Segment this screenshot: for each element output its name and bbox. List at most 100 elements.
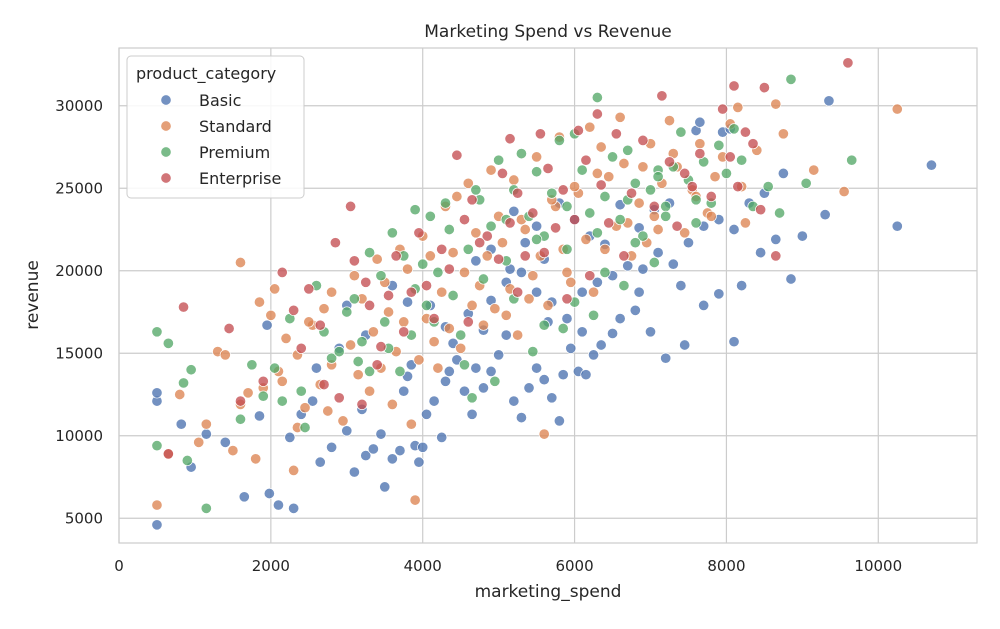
- data-point: [253, 410, 266, 422]
- data-point: [515, 266, 527, 278]
- data-point: [546, 187, 558, 199]
- data-point: [219, 436, 231, 448]
- data-point: [318, 379, 330, 391]
- data-point: [553, 415, 565, 427]
- data-point: [770, 233, 782, 245]
- data-point: [326, 286, 338, 298]
- y-tick-label: 5000: [65, 509, 103, 527]
- data-point: [477, 319, 490, 331]
- data-point: [576, 326, 588, 338]
- data-point: [561, 200, 573, 212]
- data-point: [728, 336, 740, 348]
- data-point: [371, 359, 383, 371]
- data-point: [519, 250, 531, 262]
- data-point: [629, 177, 641, 189]
- data-point: [272, 499, 285, 511]
- data-point: [177, 377, 190, 389]
- data-point: [584, 270, 596, 282]
- x-tick-label: 4000: [404, 557, 442, 575]
- data-point: [485, 164, 497, 176]
- data-point: [424, 250, 436, 262]
- legend-box: [126, 55, 305, 199]
- data-point: [660, 210, 672, 222]
- data-point: [174, 388, 186, 401]
- data-point: [728, 223, 740, 236]
- data-point: [508, 205, 520, 217]
- data-point: [269, 362, 281, 374]
- data-point: [436, 431, 448, 443]
- data-point: [326, 352, 338, 364]
- data-point: [705, 190, 717, 203]
- data-point: [508, 174, 520, 186]
- data-point: [625, 187, 638, 199]
- data-point: [401, 263, 414, 275]
- data-point: [808, 164, 820, 176]
- data-point: [546, 392, 558, 404]
- data-point: [580, 154, 592, 166]
- data-point: [493, 349, 505, 361]
- data-point: [352, 369, 364, 381]
- data-point: [257, 390, 269, 402]
- legend-entry-premium: Premium: [160, 143, 270, 162]
- data-point: [382, 289, 395, 302]
- data-point: [485, 365, 497, 377]
- data-point: [443, 263, 455, 275]
- data-point: [269, 283, 281, 295]
- data-point: [569, 181, 581, 193]
- data-point: [720, 167, 732, 179]
- data-point: [310, 362, 322, 374]
- data-point: [531, 362, 543, 374]
- data-point: [436, 243, 448, 255]
- data-point: [599, 266, 611, 278]
- data-point: [227, 445, 239, 457]
- legend-entries: Basic Standard Premium Enterprise: [160, 91, 281, 188]
- data-point: [481, 250, 493, 262]
- legend-marker: [160, 146, 172, 158]
- data-point: [477, 273, 490, 285]
- data-point: [443, 223, 455, 236]
- data-point: [553, 134, 565, 146]
- data-point: [846, 154, 858, 166]
- data-point: [288, 304, 300, 316]
- legend: product_category Basic Standard Premium Ent…: [126, 55, 305, 199]
- data-point: [561, 313, 573, 325]
- data-point: [774, 207, 786, 219]
- data-point: [466, 408, 478, 420]
- data-point: [770, 250, 782, 262]
- data-point: [432, 266, 444, 278]
- data-point: [181, 454, 193, 467]
- y-tick-label: 30000: [55, 97, 103, 115]
- data-point: [622, 144, 634, 156]
- data-point: [576, 286, 588, 298]
- data-point: [531, 233, 543, 245]
- data-point: [724, 151, 736, 163]
- data-point: [462, 243, 474, 255]
- data-point: [648, 210, 660, 222]
- data-point: [162, 337, 174, 349]
- data-point: [375, 428, 387, 440]
- data-point: [732, 101, 744, 113]
- data-point: [523, 382, 535, 394]
- data-point: [466, 392, 478, 404]
- data-point: [436, 286, 448, 298]
- data-point: [151, 326, 163, 338]
- data-point: [405, 418, 417, 430]
- data-point: [842, 57, 854, 69]
- data-point: [656, 90, 668, 102]
- data-point: [364, 299, 376, 311]
- data-point: [409, 494, 421, 506]
- data-point: [705, 210, 717, 222]
- data-point: [648, 256, 660, 269]
- data-point: [690, 217, 702, 229]
- data-point: [796, 230, 808, 242]
- data-point: [151, 499, 163, 511]
- data-point: [390, 250, 402, 262]
- data-point: [455, 342, 467, 354]
- legend-entry-standard: Standard: [160, 117, 272, 136]
- data-point: [527, 207, 539, 219]
- data-point: [375, 270, 387, 282]
- data-point: [470, 255, 482, 267]
- data-point: [151, 519, 163, 531]
- data-point: [307, 395, 319, 407]
- data-point: [591, 91, 603, 104]
